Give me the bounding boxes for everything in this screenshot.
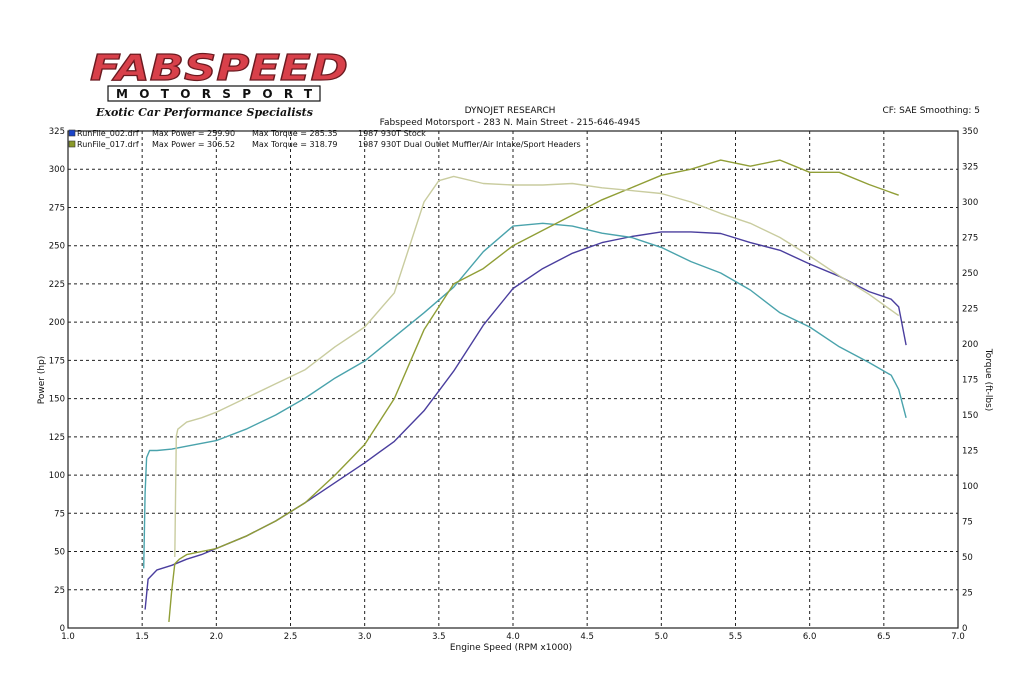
y-tick-label: 275 [49, 203, 65, 213]
y2-tick-label: 325 [962, 163, 978, 173]
fabspeed-logo: FABSPEED MOTORSPORT Exotic Car Performan… [89, 47, 348, 119]
x-tick-label: 3.5 [432, 632, 446, 642]
y2-tick-label: 200 [962, 340, 978, 350]
chart-subtitle: Fabspeed Motorsport - 283 N. Main Street… [379, 118, 641, 128]
y-tick-label: 25 [54, 586, 65, 596]
y2-tick-label: 0 [962, 624, 967, 634]
logo-wordmark: FABSPEED [90, 48, 348, 89]
y2-tick-label: 175 [962, 376, 978, 386]
x-tick-label: 2.0 [210, 632, 224, 642]
y-tick-label: 225 [49, 280, 65, 290]
legend-desc-1: 1987 930T Dual Outlet Muffler/Air Intake… [358, 140, 581, 149]
y2-tick-label: 350 [962, 127, 978, 137]
y2-tick-label: 50 [962, 553, 973, 563]
y-tick-label: 150 [49, 395, 65, 405]
y-tick-label: 125 [49, 433, 65, 443]
modified-power-line [168, 159, 899, 622]
x-tick-label: 1.5 [135, 632, 149, 642]
y-tick-label: 50 [54, 548, 65, 558]
y-tick-label: 250 [49, 242, 65, 252]
x-tick-label: 4.5 [580, 632, 594, 642]
legend-swatch-0 [68, 129, 76, 137]
x-tick-label: 6.5 [877, 632, 891, 642]
y2-tick-label: 25 [962, 589, 973, 599]
legend-power-1: Max Power = 306.52 [152, 140, 235, 149]
legend-swatch-1 [68, 140, 76, 148]
y2-axis-label: Torque (ft-lbs) [983, 348, 993, 412]
grid [67, 130, 959, 629]
legend: RunFile_002.drf Max Power = 259.90 Max T… [68, 129, 581, 149]
legend-torque-0: Max Torque = 285.35 [252, 129, 338, 138]
y2-tick-label: 225 [962, 305, 978, 315]
tick-labels: 1.0 1.5 2.0 2.5 3.0 3.5 4.0 4.5 5.0 5.5 6.0 6.5 7.00… [49, 127, 978, 642]
x-tick-label: 4.0 [506, 632, 520, 642]
y2-tick-label: 250 [962, 269, 978, 279]
y-tick-label: 200 [49, 318, 65, 328]
y2-tick-label: 300 [962, 198, 978, 208]
y-tick-label: 325 [49, 127, 65, 137]
y-tick-label: 100 [49, 471, 65, 481]
modified-torque-line [174, 175, 900, 558]
legend-file-1: RunFile_017.drf [77, 140, 139, 149]
y2-tick-label: 150 [962, 411, 978, 421]
x-tick-label: 6.0 [803, 632, 817, 642]
x-tick-label: 3.0 [358, 632, 372, 642]
series-lines [143, 159, 907, 622]
chart-title: DYNOJET RESEARCH [464, 106, 556, 116]
x-tick-label: 1.0 [61, 632, 75, 642]
x-tick-label: 7.0 [951, 632, 965, 642]
x-tick-label: 5.5 [729, 632, 743, 642]
y2-tick-label: 75 [962, 518, 973, 528]
logo-tagline: Exotic Car Performance Specialists [95, 106, 313, 119]
y-tick-label: 0 [60, 624, 65, 634]
x-tick-label: 2.5 [284, 632, 298, 642]
y-tick-label: 175 [49, 356, 65, 366]
y-tick-label: 75 [54, 509, 65, 519]
stock-power-line [144, 231, 907, 610]
y2-tick-label: 100 [962, 482, 978, 492]
legend-desc-0: 1987 930T Stock [358, 129, 426, 138]
x-axis-label: Engine Speed (RPM x1000) [450, 643, 572, 653]
y2-tick-label: 275 [962, 234, 978, 244]
legend-torque-1: Max Torque = 318.79 [252, 140, 338, 149]
y2-tick-label: 125 [962, 447, 978, 457]
legend-power-0: Max Power = 259.90 [152, 129, 235, 138]
y-axis-label: Power (hp) [37, 356, 47, 405]
legend-file-0: RunFile_002.drf [77, 129, 139, 138]
y-tick-label: 300 [49, 165, 65, 175]
x-tick-label: 5.0 [655, 632, 669, 642]
stock-torque-line [143, 222, 907, 569]
correction-settings: CF: SAE Smoothing: 5 [882, 106, 980, 116]
